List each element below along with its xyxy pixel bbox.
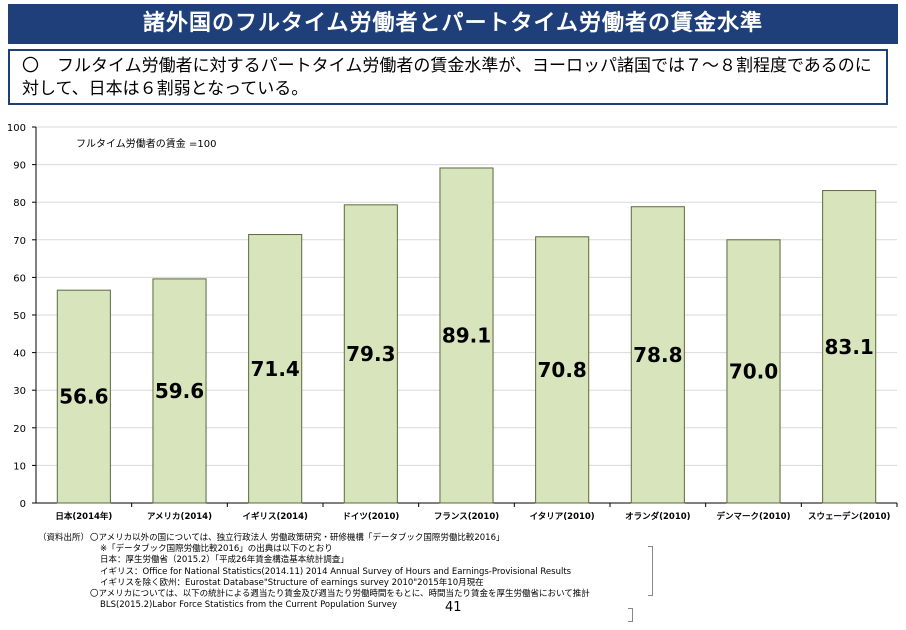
bar-value-label: 71.4 (250, 357, 299, 381)
bar-value-label: 56.6 (59, 385, 108, 409)
y-tick-label: 50 (13, 311, 26, 322)
summary-text: フルタイム労働者に対するパートタイム労働者の賃金水準が、ヨーロッパ諸国では７～８… (22, 56, 872, 99)
x-category-label: アメリカ(2014) (147, 512, 212, 522)
y-tick-label: 10 (13, 461, 26, 472)
x-category-label: デンマーク(2010) (717, 511, 791, 522)
source-label: （資料出所） (38, 533, 90, 543)
source-notes: （資料出所）〇アメリカ以外の国については、独立行政法人 労働政策研究・研修機構「… (38, 533, 898, 611)
bar-value-label: 70.8 (537, 358, 586, 382)
bar (822, 190, 877, 504)
source-line-1: 〇アメリカ以外の国については、独立行政法人 労働政策研究・研修機構「データブック… (90, 533, 505, 543)
bar-value-label: 70.0 (729, 359, 778, 383)
x-category-label: 日本(2014年) (55, 511, 112, 522)
source-bracket-2 (628, 608, 633, 622)
bar-value-label: 79.3 (346, 342, 395, 366)
summary-marker: 〇 (22, 56, 39, 76)
y-tick-label: 30 (13, 386, 26, 397)
bar (439, 167, 494, 504)
bar (343, 204, 398, 504)
chart-note: フルタイム労働者の賃金 =100 (76, 137, 216, 150)
bar-value-label: 89.1 (442, 323, 491, 347)
x-category-label: スウェーデン(2010) (808, 511, 891, 522)
x-category-label: ドイツ(2010) (342, 512, 399, 522)
bar-value-label: 78.8 (633, 343, 682, 367)
bar-value-label: 59.6 (155, 379, 204, 403)
bar (535, 236, 590, 504)
y-tick-label: 40 (13, 349, 26, 360)
bar-chart: 0 10 20 30 40 50 60 70 80 90 100 フルタイム労働者の賃金 =100 56… (7, 123, 898, 522)
x-category-label: フランス(2010) (434, 512, 499, 522)
bar (248, 234, 303, 504)
y-tick-label: 80 (13, 198, 26, 209)
y-tick-label: 0 (20, 499, 26, 510)
bar (726, 239, 781, 504)
y-tick-label: 70 (13, 236, 26, 247)
x-category-label: オランダ(2010) (625, 511, 691, 522)
source-bracket (648, 546, 653, 596)
source-line-4: イギリス：Office for National Statistics(2014… (100, 566, 572, 577)
y-tick-label: 60 (13, 273, 26, 284)
page-title: 諸外国のフルタイム労働者とパートタイム労働者の賃金水準 (8, 4, 898, 44)
bar (630, 206, 685, 504)
x-category-label: イギリス(2014) (242, 511, 308, 522)
source-line-6: 〇アメリカについては、以下の統計による週当たり賃金及び週当たり労働時間をもとに、… (90, 589, 590, 600)
y-tick-label: 100 (7, 123, 26, 134)
source-line-7: BLS(2015.2)Labor Force Statistics from t… (100, 600, 398, 611)
source-line-2: ※「データブック国際労働比較2016」の出典は以下のとおり (100, 544, 333, 555)
chart-area: 0 10 20 30 40 50 60 70 80 90 100 フルタイム労働者の賃金 =100 56… (0, 112, 906, 532)
y-tick-label: 20 (13, 424, 26, 435)
bar (152, 278, 207, 504)
y-tick-label: 90 (13, 161, 26, 172)
source-line-5: イギリスを除く欧州：Eurostat Database"Structure of… (100, 577, 484, 588)
page-number: 41 (445, 600, 462, 615)
summary-box: 〇フルタイム労働者に対するパートタイム労働者の賃金水準が、ヨーロッパ諸国では７～… (8, 49, 888, 105)
x-category-label: イタリア(2010) (530, 511, 595, 522)
bar-value-label: 83.1 (824, 335, 873, 359)
source-line-3: 日本：厚生労働省（2015.2）「平成26年賃金構造基本統計調査」 (100, 555, 349, 566)
bar (56, 289, 111, 504)
